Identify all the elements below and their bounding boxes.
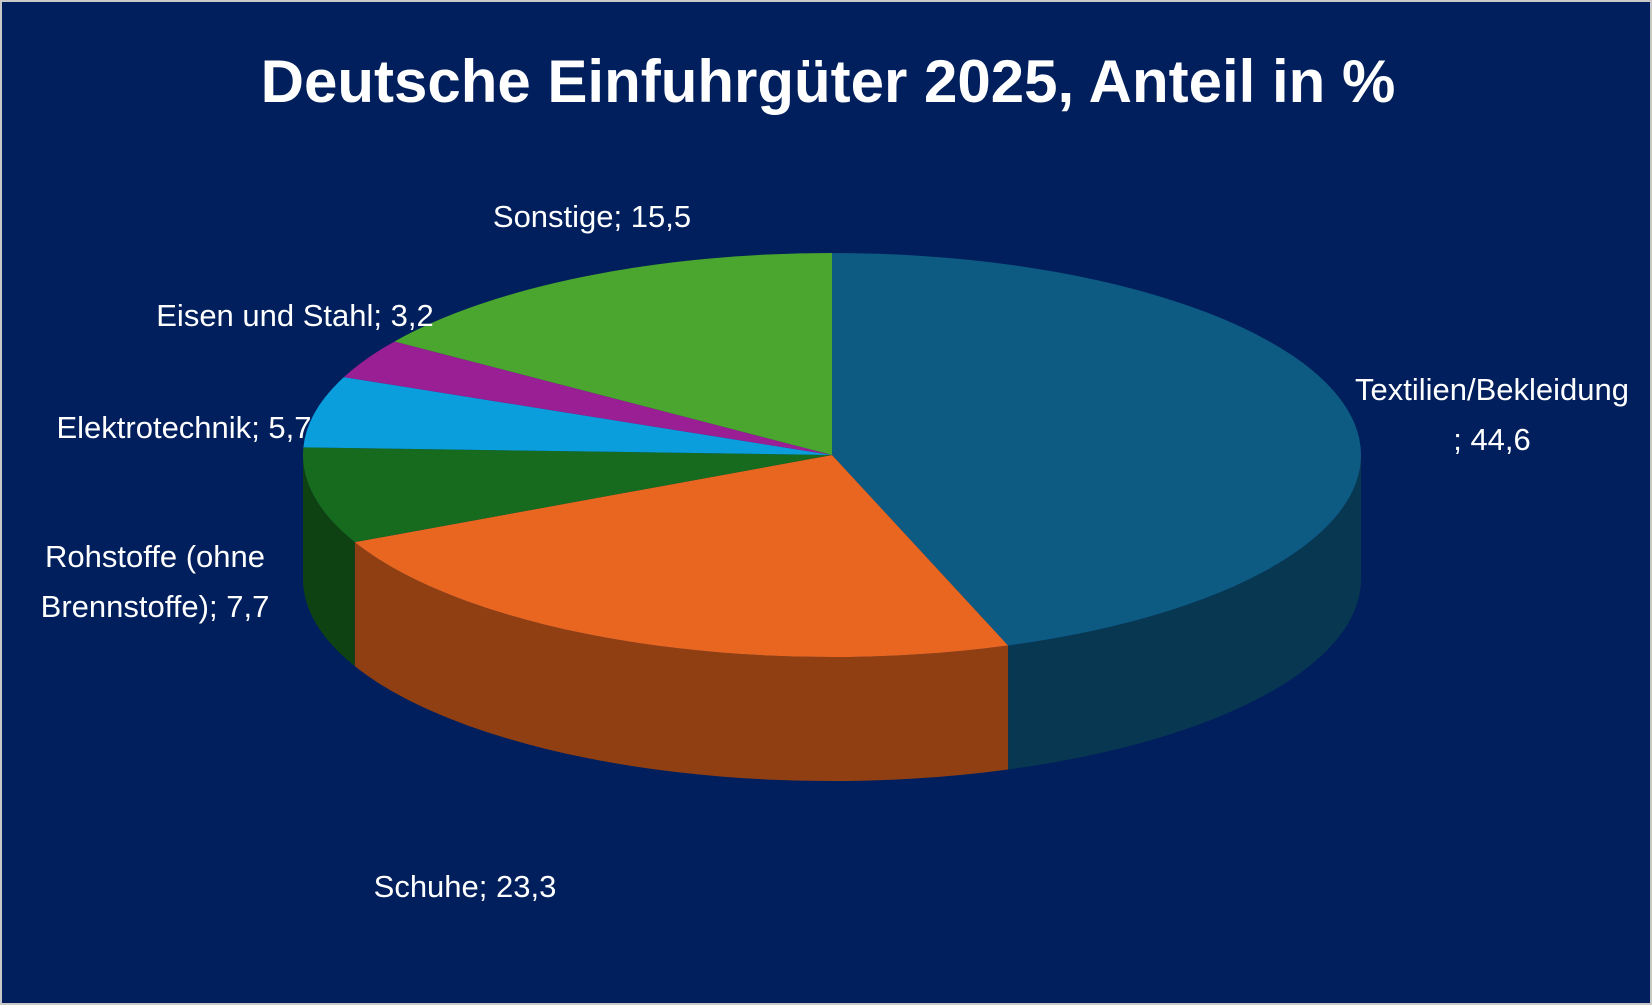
- data-label: Rohstoffe (ohne Brennstoffe); 7,7: [10, 532, 300, 632]
- data-label-separator: ;: [613, 199, 631, 234]
- data-label-separator: ;: [478, 869, 497, 904]
- pie-slice-side: [1008, 455, 1361, 770]
- data-label-category: Eisen und Stahl: [156, 298, 374, 333]
- data-label: Eisen und Stahl; 3,2: [155, 291, 435, 341]
- data-label-value: 7,7: [226, 589, 270, 624]
- data-label-value: 23,3: [496, 869, 557, 904]
- data-label: Textilien/Bekleidung; 44,6: [1342, 365, 1642, 465]
- data-label-value: 3,2: [390, 298, 434, 333]
- pie-slice: [832, 253, 1361, 646]
- data-label-separator: ;: [373, 298, 391, 333]
- data-label-separator: ;: [1453, 422, 1471, 457]
- pie-slice: [394, 253, 832, 455]
- data-label-value: 15,5: [630, 199, 692, 234]
- data-label-value: 44,6: [1470, 422, 1531, 457]
- data-label: Schuhe; 23,3: [305, 862, 625, 912]
- chart-title: Deutsche Einfuhrgüter 2025, Anteil in %: [261, 48, 1396, 115]
- data-label-value: 5,7: [268, 410, 312, 445]
- pie-slice-side: [303, 455, 355, 667]
- data-label: Elektrotechnik; 5,7: [54, 403, 314, 453]
- data-label-category: Textilien/Bekleidung: [1354, 372, 1629, 407]
- data-label-separator: ;: [208, 589, 227, 624]
- data-label-category: Elektrotechnik: [56, 410, 252, 445]
- data-label-category: Sonstige: [492, 199, 614, 234]
- pie-slice: [303, 377, 832, 455]
- pie-slice: [343, 341, 832, 455]
- data-label-category: Schuhe: [373, 869, 479, 904]
- pie-slice-side: [354, 542, 1009, 781]
- data-label: Sonstige; 15,5: [432, 192, 752, 242]
- pie-slice: [354, 455, 1009, 657]
- pie-slice: [303, 447, 832, 543]
- data-label-category: Rohstoffe (ohne Brennstoffe): [40, 539, 266, 624]
- data-label-separator: ;: [251, 410, 269, 445]
